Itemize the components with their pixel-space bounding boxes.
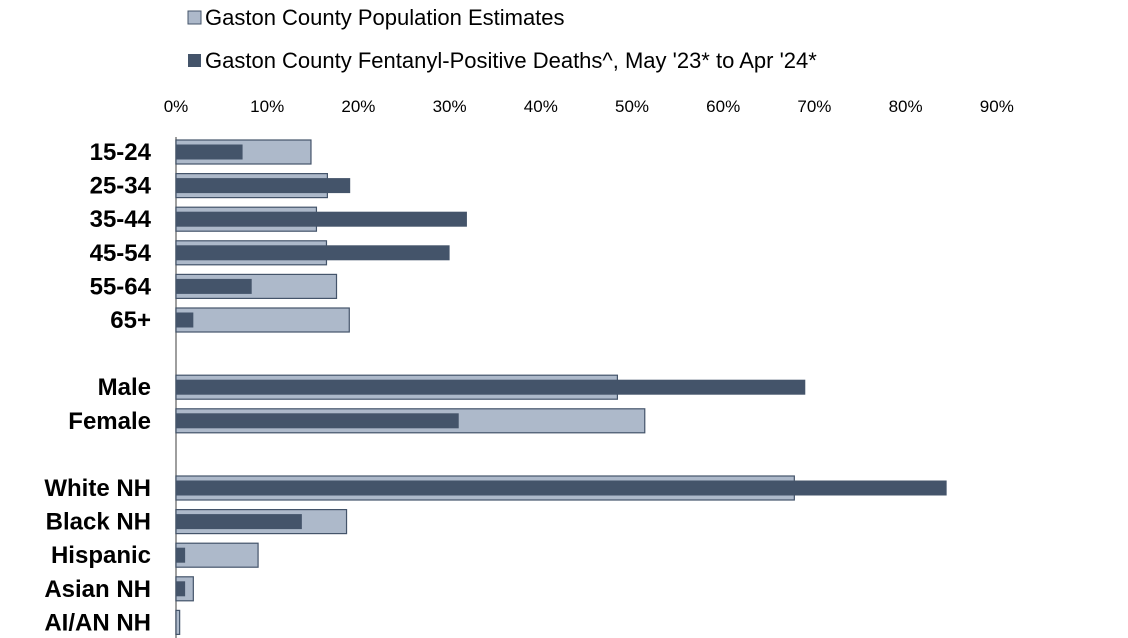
category-label-black-nh: Black NH — [46, 509, 151, 536]
category-label-female: Female — [68, 408, 151, 435]
bar-deaths-45-54 — [176, 245, 450, 261]
category-labels: 15-24 25-34 35-44 45-54 55-64 65+ Male Female Wh… — [44, 139, 151, 636]
bar-deaths-white-nh — [176, 480, 947, 496]
x-tick-label: 60% — [706, 97, 740, 116]
bar-population-hispanic — [175, 542, 259, 568]
bar-deaths-35-44 — [176, 211, 467, 227]
bar-deaths-black-nh — [176, 514, 302, 530]
bar-deaths-hispanic — [176, 547, 186, 563]
x-tick-label: 20% — [341, 97, 375, 116]
x-tick-label: 0% — [164, 97, 189, 116]
category-label-male: Male — [98, 374, 151, 401]
legend-label-population: Gaston County Population Estimates — [205, 5, 565, 30]
bar-deaths-asian-nh — [176, 581, 186, 597]
bar-population-15-24 — [175, 139, 312, 165]
category-label-35-44: 35-44 — [90, 206, 152, 233]
category-label-asian-nh: Asian NH — [44, 576, 151, 603]
category-label-45-54: 45-54 — [90, 240, 152, 267]
bar-population-65 — [175, 307, 350, 333]
x-axis-tick-labels: 0% 10% 20% 30% 40% 50% 60% 70% 80% 90% — [164, 97, 1014, 116]
category-label-ai-an-nh: AI/AN NH — [44, 609, 151, 636]
legend-swatch-deaths — [188, 54, 201, 67]
x-tick-label: 50% — [615, 97, 649, 116]
bar-deaths-65 — [176, 312, 194, 328]
category-label-65: 65+ — [110, 307, 151, 334]
category-label-white-nh: White NH — [44, 475, 151, 502]
legend-item-deaths: Gaston County Fentanyl-Positive Deaths^,… — [188, 48, 817, 73]
bars — [175, 139, 947, 636]
x-tick-label: 30% — [433, 97, 467, 116]
bar-deaths-55-64 — [176, 278, 252, 294]
bar-deaths-25-34 — [176, 178, 351, 194]
legend-item-population: Gaston County Population Estimates — [187, 5, 565, 30]
legend: Gaston County Population Estimates Gasto… — [187, 5, 817, 73]
x-tick-label: 40% — [524, 97, 558, 116]
bar-deaths-15-24 — [176, 144, 243, 160]
x-tick-label: 90% — [980, 97, 1014, 116]
category-label-15-24: 15-24 — [90, 139, 152, 166]
legend-label-deaths: Gaston County Fentanyl-Positive Deaths^,… — [205, 48, 817, 73]
category-label-hispanic: Hispanic — [51, 542, 151, 569]
x-tick-label: 10% — [250, 97, 284, 116]
category-label-25-34: 25-34 — [90, 173, 152, 200]
legend-swatch-population — [187, 10, 202, 25]
bar-deaths-female — [176, 413, 459, 429]
category-label-55-64: 55-64 — [90, 273, 152, 300]
bar-population-ai-an-nh — [175, 609, 181, 636]
x-tick-label: 70% — [797, 97, 831, 116]
bar-deaths-male — [176, 379, 806, 395]
x-tick-label: 80% — [889, 97, 923, 116]
